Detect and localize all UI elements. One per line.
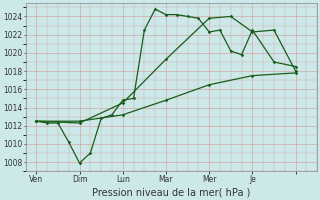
X-axis label: Pression niveau de la mer( hPa ): Pression niveau de la mer( hPa ) [92, 187, 251, 197]
